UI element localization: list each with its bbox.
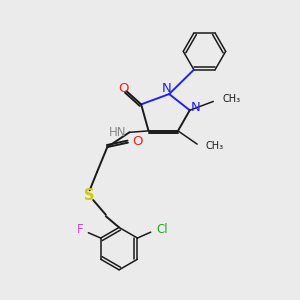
Text: O: O [132,135,143,148]
Text: N: N [191,101,200,114]
Text: CH₃: CH₃ [206,142,224,152]
Text: Cl: Cl [157,223,168,236]
Text: O: O [118,82,129,95]
Text: F: F [77,223,84,236]
Text: N: N [161,82,171,95]
Text: HN: HN [109,126,126,139]
Text: CH₃: CH₃ [222,94,240,104]
Text: S: S [84,188,95,203]
